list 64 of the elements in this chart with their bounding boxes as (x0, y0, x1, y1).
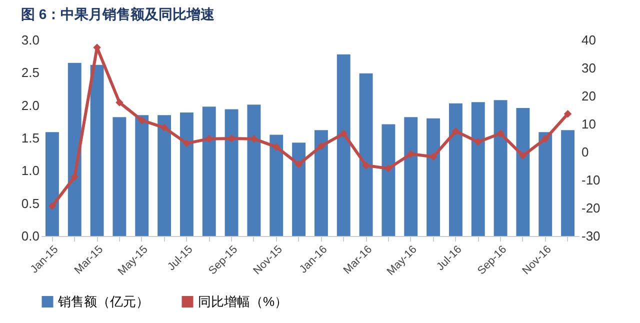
point (362, 162, 370, 170)
bar (516, 108, 530, 236)
bar (158, 115, 172, 236)
y2-tick-label: -30 (582, 228, 600, 244)
y-tick-label: 0.0 (21, 228, 40, 244)
y2-tick-label: 30 (582, 60, 596, 76)
bar (135, 115, 149, 236)
point (272, 143, 280, 151)
bar (224, 109, 238, 236)
point (452, 127, 460, 136)
y-tick-label: 1.0 (21, 163, 40, 178)
bar (314, 130, 328, 236)
point (340, 130, 348, 138)
point (384, 164, 392, 172)
y-tick-label: 3.0 (21, 32, 40, 48)
point (138, 116, 146, 124)
y-tick-label: 0.5 (21, 196, 40, 211)
bar (270, 134, 284, 236)
point (429, 152, 438, 161)
point (205, 134, 213, 143)
point (116, 98, 124, 106)
bar (45, 132, 59, 236)
bar (561, 130, 575, 236)
bar (202, 106, 216, 236)
point (48, 202, 56, 210)
point (496, 130, 504, 138)
bar (404, 117, 418, 236)
y2-tick-label: 0 (582, 144, 589, 160)
bar (336, 54, 350, 236)
point (294, 160, 303, 168)
y2-tick-label: 10 (582, 116, 596, 132)
legend-label: 同比增幅（%） (198, 294, 288, 309)
point (182, 139, 191, 148)
y2-tick-label: 40 (582, 32, 596, 48)
point (474, 138, 482, 146)
bar (68, 62, 82, 236)
point (317, 142, 326, 150)
bar (426, 118, 440, 236)
bar (359, 73, 373, 236)
bar (292, 142, 306, 236)
y-tick-label: 2.0 (21, 98, 40, 113)
bar (90, 64, 104, 236)
point (542, 134, 550, 143)
y-tick-label: 2.5 (21, 65, 40, 80)
point (160, 124, 168, 132)
legend-label: 销售额（亿元） (57, 294, 149, 309)
point (519, 152, 527, 160)
bar (247, 104, 261, 236)
y2-tick-label: 20 (582, 88, 596, 104)
point (70, 173, 78, 181)
bar (448, 103, 462, 236)
bar (471, 102, 485, 236)
bar (494, 100, 508, 236)
point (250, 134, 258, 143)
bar (112, 117, 126, 236)
point (407, 150, 415, 158)
bar (382, 124, 396, 236)
y2-tick-label: -10 (582, 172, 600, 188)
y-tick-label: 1.5 (21, 130, 40, 146)
bar (180, 112, 194, 236)
y2-tick-label: -20 (582, 200, 600, 216)
bar (538, 132, 552, 236)
point (564, 110, 572, 118)
chart-title: 图 6：中果月销售额及同比增速 (20, 6, 216, 22)
